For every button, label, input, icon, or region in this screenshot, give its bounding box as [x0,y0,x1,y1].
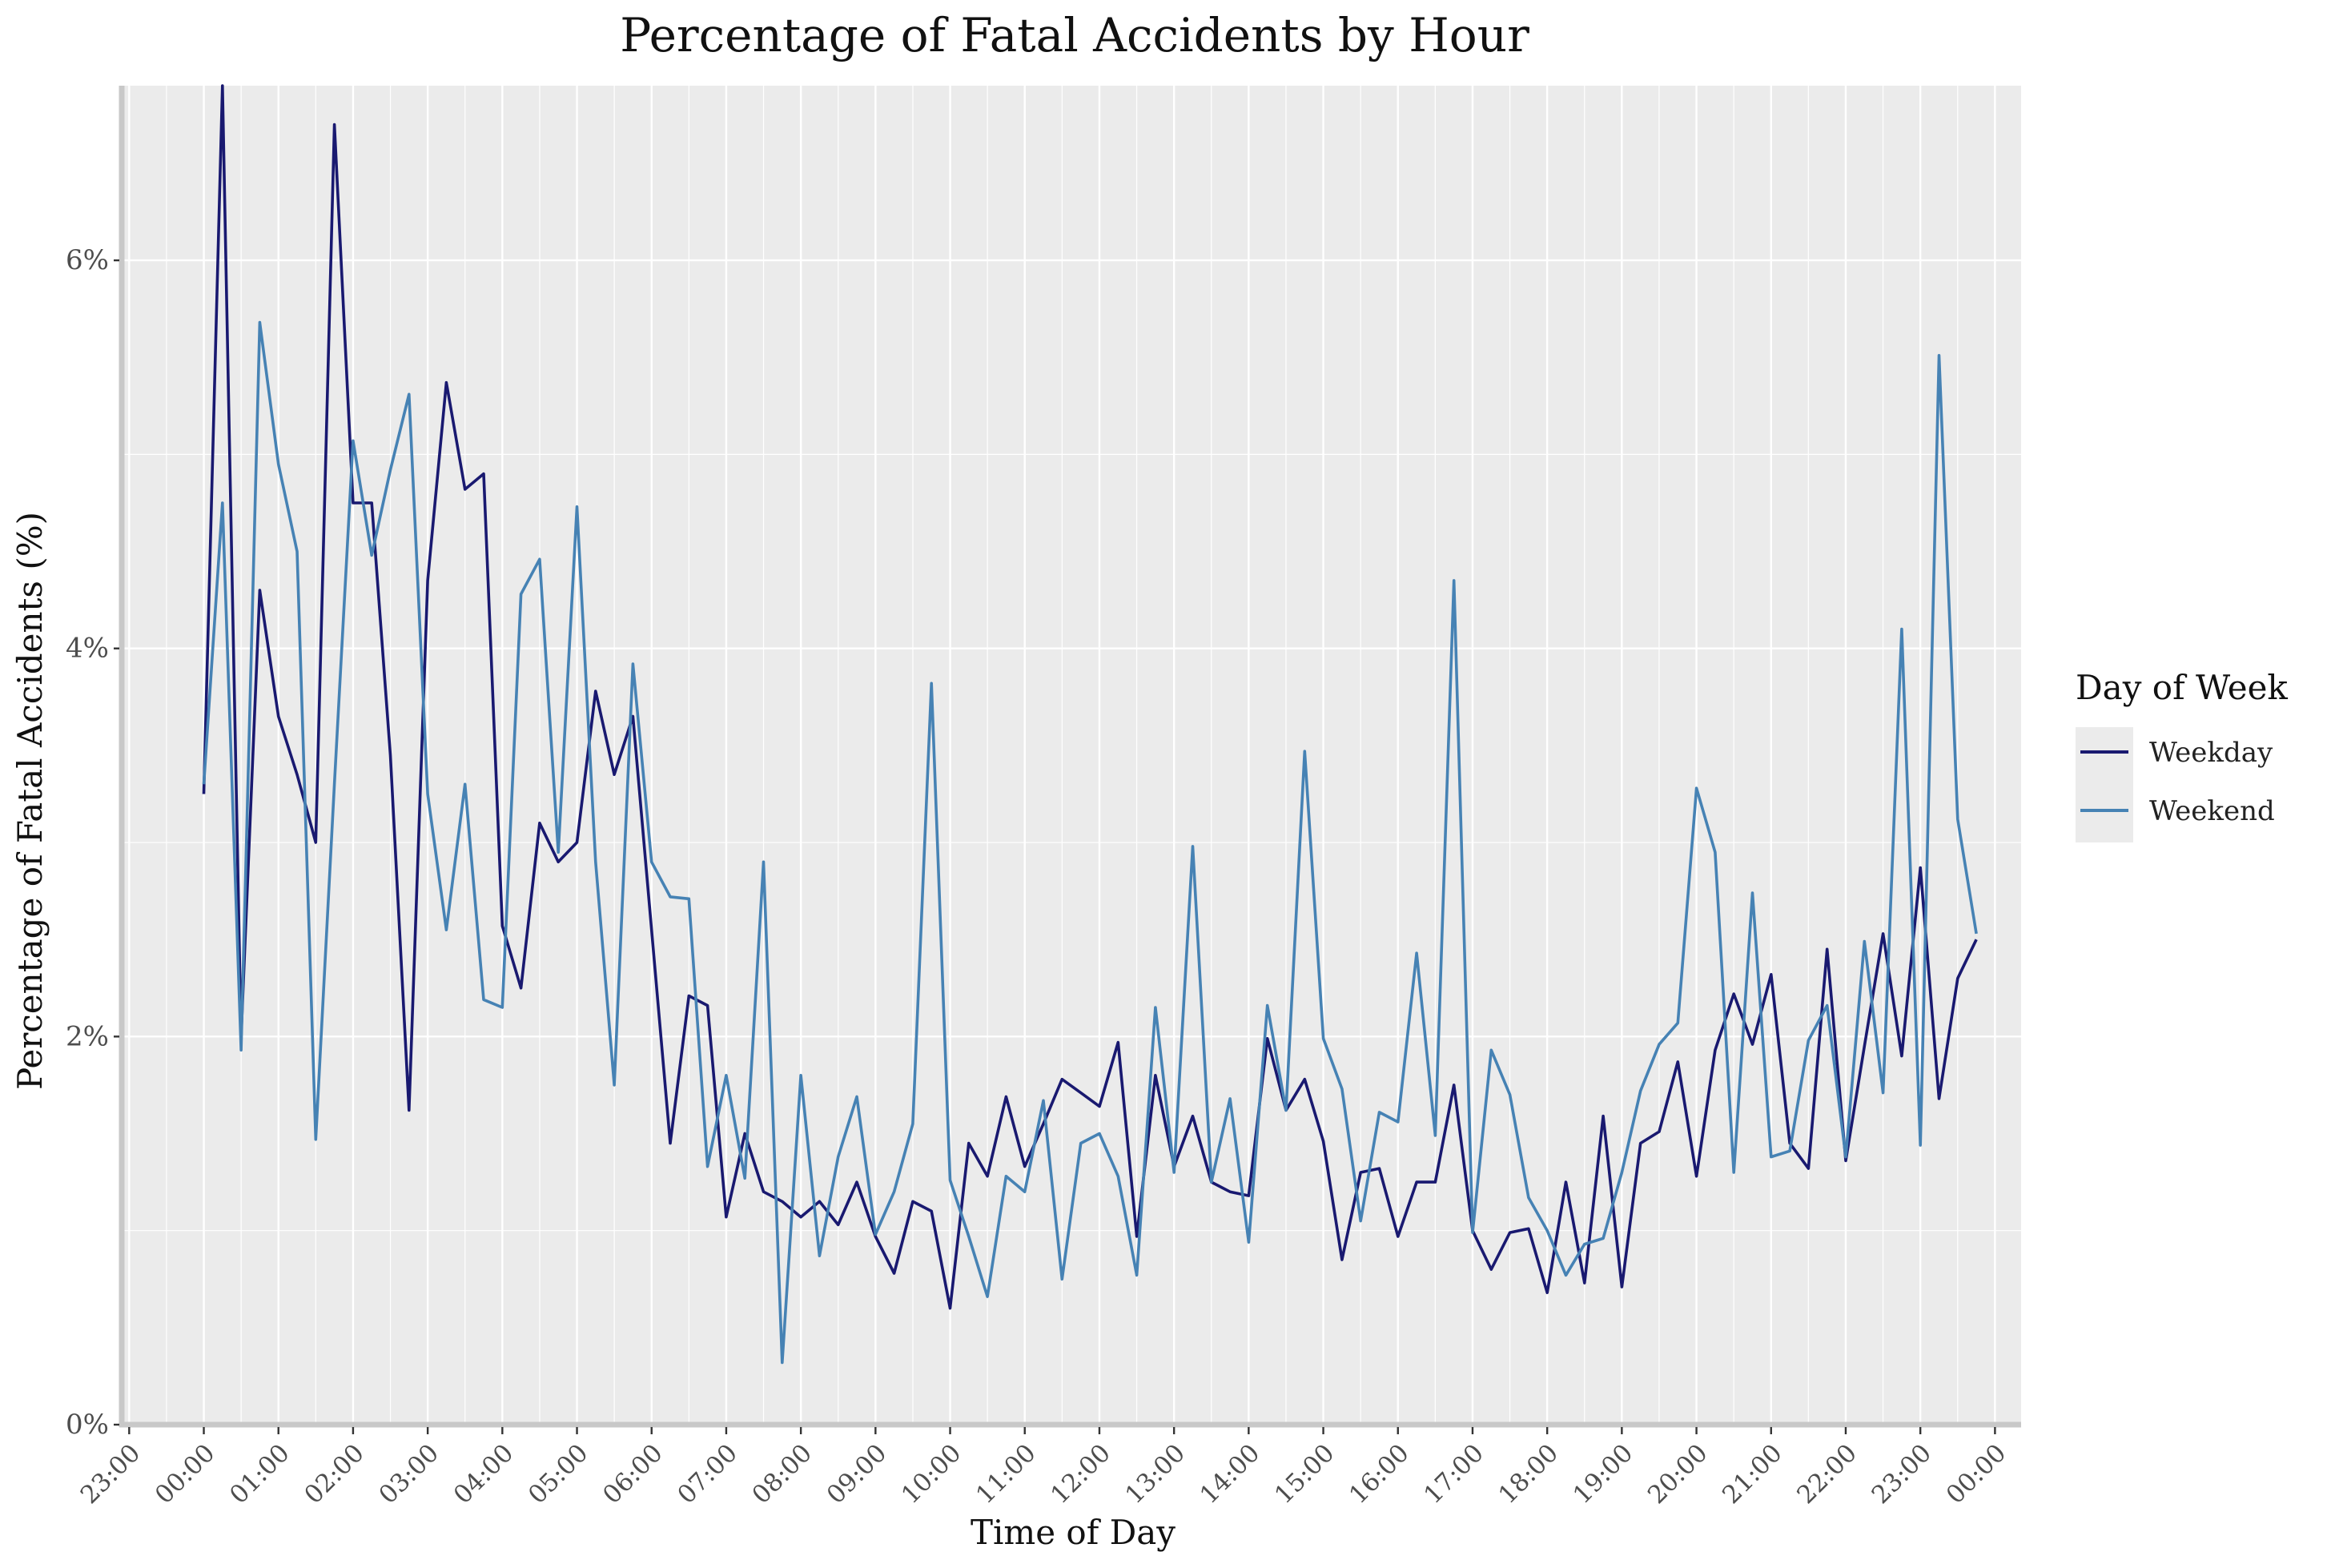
y-tick-label: 4% [66,633,109,665]
series-lines [202,84,1978,1365]
y-axis-ticks: 0% 2% 4% 6% [66,244,119,1441]
plot-panel [122,86,2021,1425]
legend-title: Day of Week [2076,668,2288,707]
y-axis-label: Percentage of Fatal Accidents (%) [10,512,50,1090]
y-tick-label: 0% [66,1409,109,1441]
chart-title: Percentage of Fatal Accidents by Hour [620,8,1529,62]
axes [119,86,2021,1428]
legend-key-background [2076,727,2133,842]
x-axis-label: Time of Day [971,1513,1176,1552]
y-tick-label: 6% [66,244,109,276]
legend: Day of Week Weekday Weekend [2076,668,2288,842]
major-gridlines [122,86,2021,1426]
series-line-weekend [202,320,1978,1365]
legend-label-weekend: Weekend [2149,795,2275,827]
legend-label-weekday: Weekday [2149,737,2273,769]
series-line-weekday [202,84,1978,1310]
y-tick-label: 2% [66,1020,109,1052]
